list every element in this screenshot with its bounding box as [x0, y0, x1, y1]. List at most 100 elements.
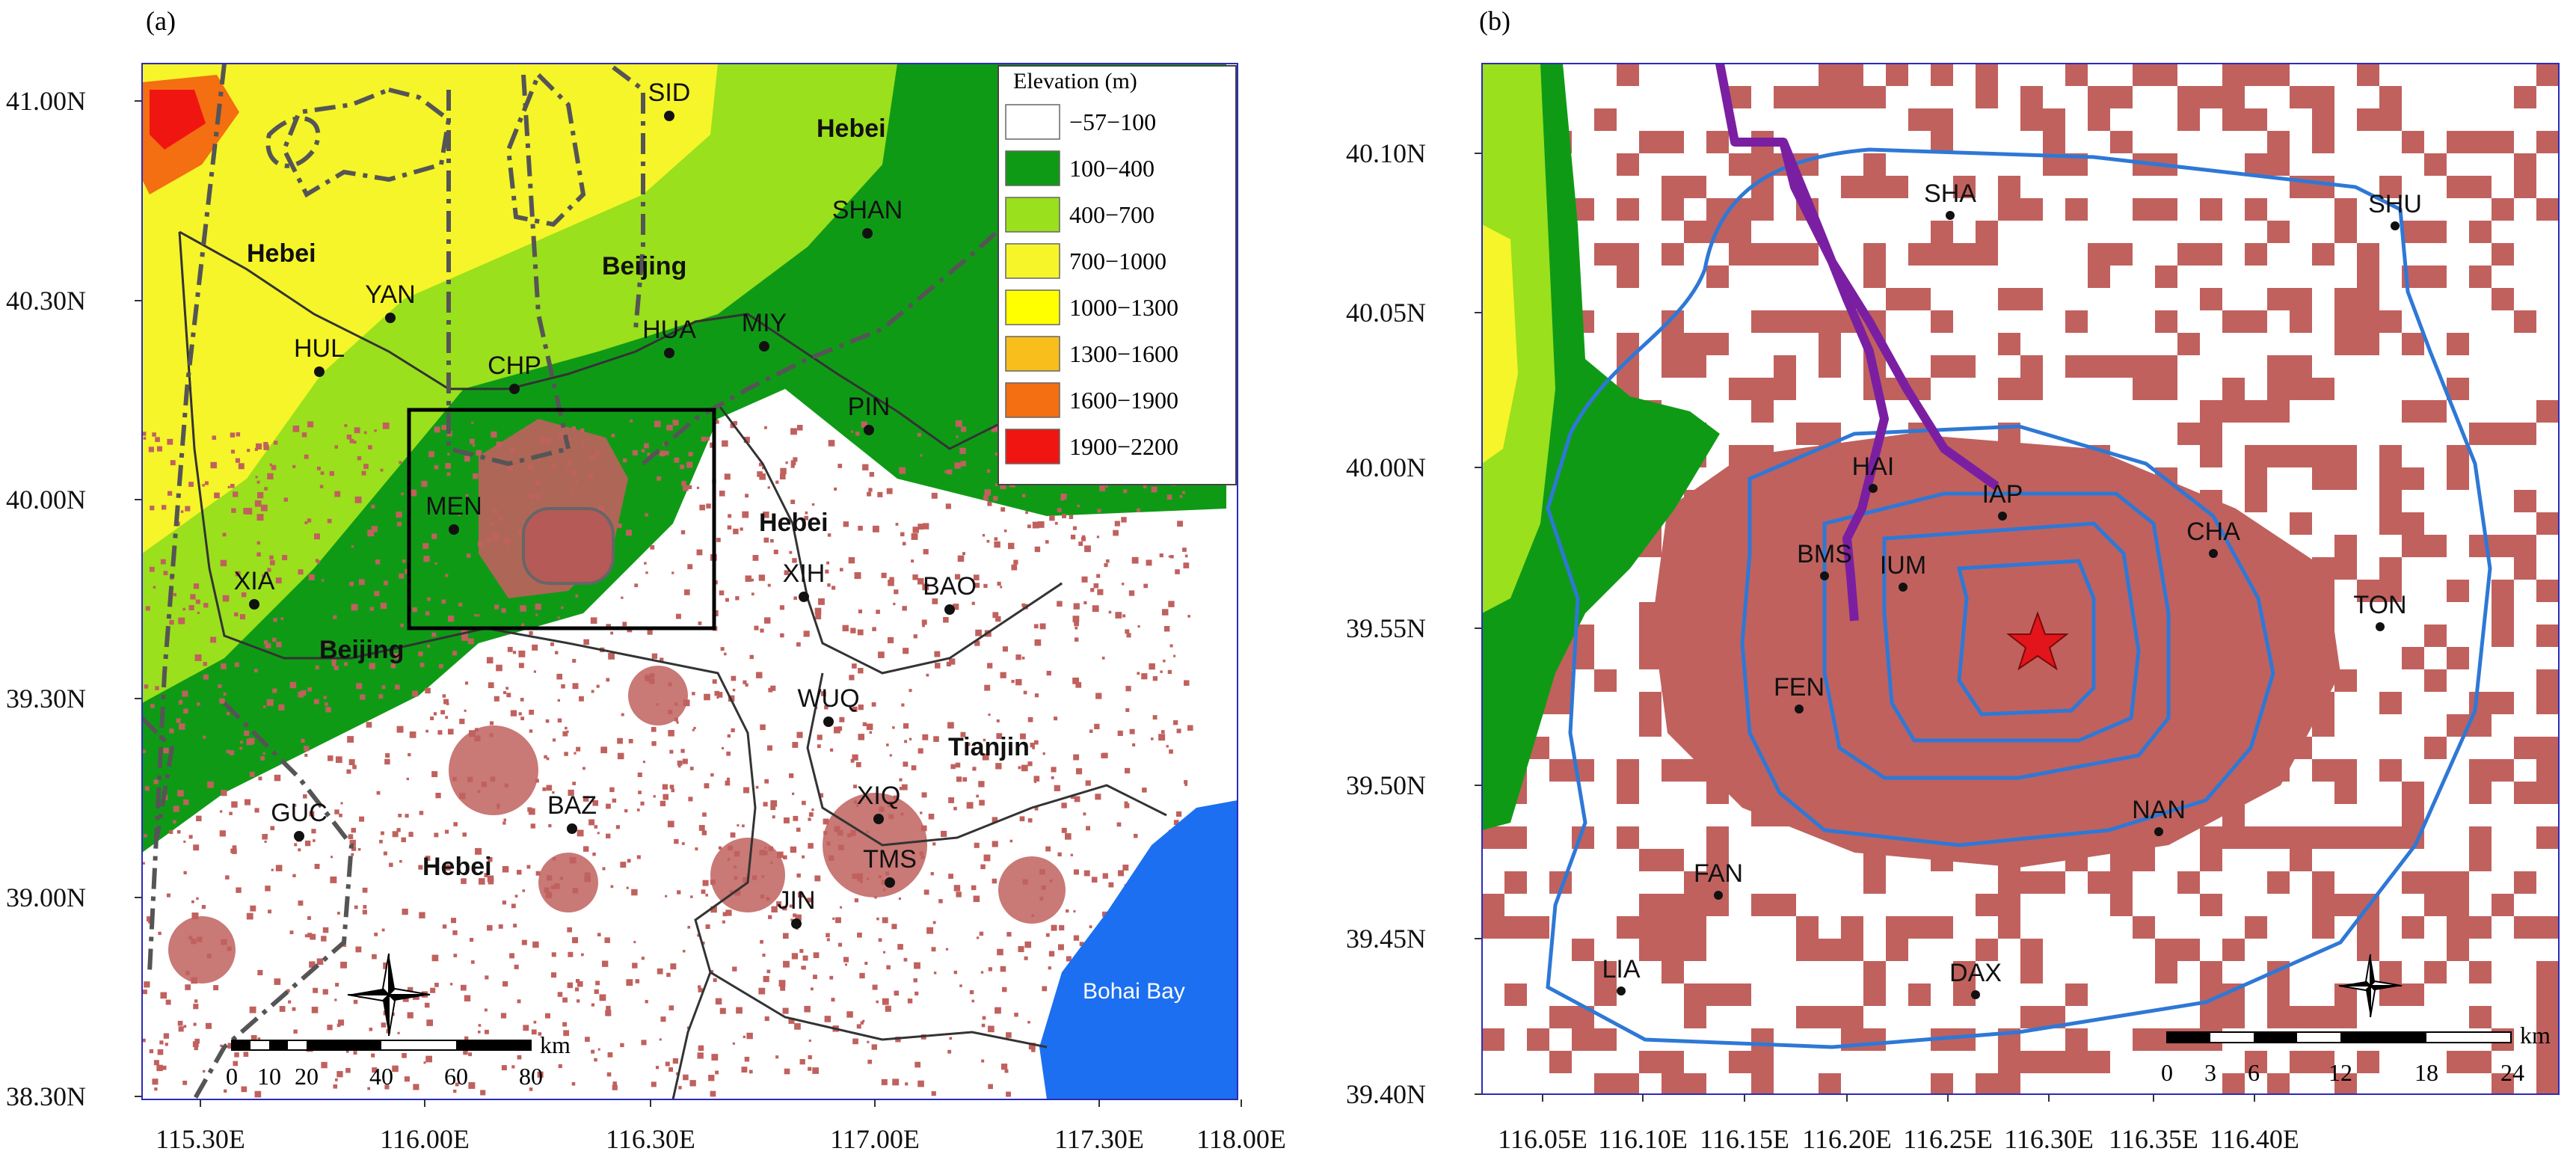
urban-patch [1125, 629, 1130, 634]
urban-patch [397, 1031, 400, 1034]
urban-patch [160, 992, 167, 999]
urban-cell [1774, 355, 1796, 378]
urban-cell [2492, 423, 2514, 445]
urban-patch [610, 631, 614, 635]
urban-patch [726, 751, 731, 756]
urban-patch [149, 1049, 154, 1054]
legend-swatch [1005, 289, 1060, 325]
urban-cell [1504, 826, 1527, 849]
urban-cell [1706, 266, 1729, 288]
urban-patch [665, 1061, 670, 1067]
urban-cell [1976, 221, 1998, 243]
urban-cell [2492, 535, 2514, 557]
urban-patch [542, 787, 547, 791]
urban-patch [1085, 780, 1091, 786]
urban-cell [2312, 86, 2334, 108]
urban-patch [183, 1025, 187, 1028]
urban-patch [1089, 925, 1092, 929]
urban-cell [1662, 243, 1684, 266]
urban-cell [2334, 894, 2357, 916]
urban-patch [579, 696, 584, 702]
urban-patch [218, 684, 222, 688]
urban-patch [721, 746, 725, 749]
urban-patch [310, 933, 316, 940]
urban-patch [620, 862, 627, 868]
urban-patch [995, 763, 1002, 770]
urban-cell [2267, 826, 2290, 849]
urban-patch [201, 904, 206, 909]
urban-patch [886, 743, 889, 746]
urban-patch [504, 537, 511, 544]
urban-patch [340, 961, 347, 969]
urban-patch [767, 583, 771, 587]
urban-patch [917, 432, 921, 437]
ring-roads-b [1546, 147, 2492, 1049]
urban-patch [1015, 678, 1022, 686]
urban-cell [2020, 355, 2043, 378]
urban-patch [987, 663, 993, 669]
urban-patch [520, 716, 525, 721]
urban-cell [2177, 108, 2200, 131]
urban-patch [732, 688, 736, 692]
urban-patch [788, 1017, 795, 1024]
urban-cell [2424, 400, 2447, 423]
urban-patch [798, 892, 804, 897]
urban-patch [982, 1016, 986, 1020]
urban-patch [769, 538, 774, 543]
urban-patch [399, 573, 405, 579]
urban-cluster [998, 856, 1066, 924]
urban-patch [647, 452, 651, 456]
urban-cell [2357, 64, 2379, 86]
urban-cell [2469, 961, 2492, 984]
urban-patch [418, 865, 423, 870]
urban-patch [995, 1007, 1001, 1014]
urban-cell [2222, 826, 2245, 849]
station-dot [944, 604, 955, 615]
urban-patch [792, 741, 799, 748]
urban-patch [1106, 559, 1110, 563]
urban-patch [222, 533, 227, 537]
urban-patch [255, 443, 262, 449]
urban-patch [657, 476, 662, 481]
urban-patch [535, 604, 541, 610]
urban-patch [891, 924, 897, 930]
urban-cell [1863, 153, 1886, 176]
urban-patch [178, 1026, 184, 1032]
urban-cell [1953, 961, 1976, 984]
urban-cell [1863, 266, 1886, 288]
urban-patch [840, 906, 843, 909]
urban-patch [1033, 740, 1039, 745]
urban-patch [796, 827, 801, 832]
urban-patch [188, 605, 194, 611]
urban-patch [843, 957, 849, 963]
urban-patch [1113, 530, 1119, 536]
urban-patch [244, 730, 250, 736]
urban-patch [1021, 494, 1026, 497]
urban-patch [960, 731, 966, 737]
urban-patch [351, 545, 354, 548]
urban-cell [2020, 961, 2043, 984]
urban-cell [2402, 647, 2424, 669]
legend-swatch [1005, 243, 1060, 279]
urban-patch [289, 930, 294, 935]
urban-patch [1108, 610, 1112, 614]
urban-cell [2312, 378, 2334, 400]
urban-patch [572, 426, 577, 431]
urban-patch [1105, 485, 1108, 488]
urban-cell [2536, 1006, 2559, 1028]
urban-cell [1684, 176, 1706, 198]
urban-cell [1953, 1028, 1976, 1051]
urban-patch [745, 494, 749, 498]
urban-patch [307, 916, 311, 920]
urban-patch [274, 441, 278, 445]
urban-patch [804, 1005, 811, 1013]
terrain-west-mid [1482, 64, 1555, 613]
urban-patch [1051, 924, 1057, 931]
urban-cell [2020, 1051, 2043, 1073]
x-tick-label: 116.15E [1700, 1124, 1789, 1154]
urban-patch [491, 533, 499, 540]
urban-patch [548, 823, 552, 828]
scale-tick-label: 0 [2161, 1059, 2173, 1086]
urban-patch [1089, 729, 1093, 733]
urban-patch [532, 644, 538, 651]
